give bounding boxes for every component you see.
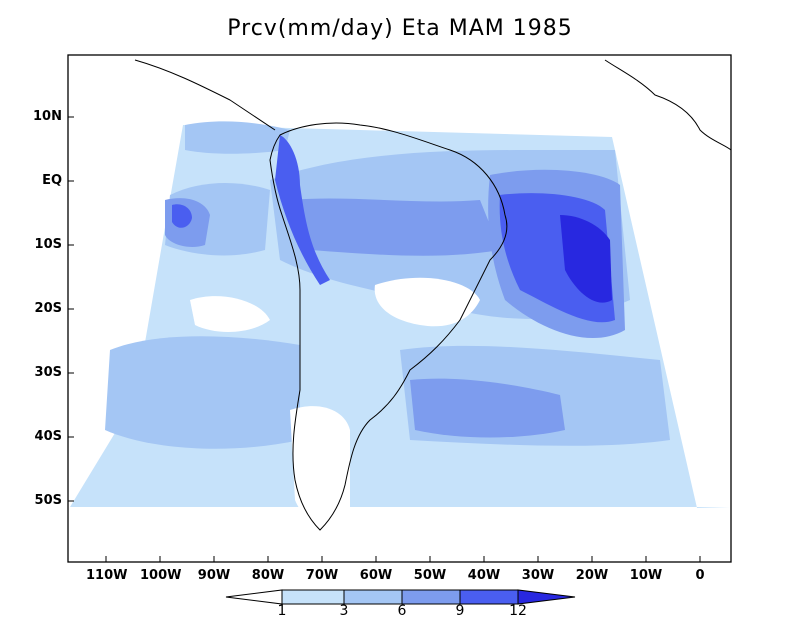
lon-label-10w: 10W xyxy=(629,568,663,583)
colorbar-upper-triangle xyxy=(517,589,576,605)
lat-label-10s: 10S xyxy=(34,237,62,252)
lat-label-20s: 20S xyxy=(34,301,62,316)
dry-region-brazil xyxy=(374,277,480,327)
lon-label-80w: 80W xyxy=(251,568,285,583)
lon-label-100w: 100W xyxy=(140,568,182,583)
precip-pacific-core xyxy=(172,204,192,228)
lon-label-40w: 40W xyxy=(467,568,501,583)
precip-band-north-pacific xyxy=(185,121,290,154)
colorbar-segment-1-3 xyxy=(281,589,345,605)
colorbar-label-12: 12 xyxy=(509,603,527,619)
lon-label-0: 0 xyxy=(695,568,705,583)
lat-label-10n: 10N xyxy=(33,109,62,124)
colorbar-segment-3-6 xyxy=(343,589,403,605)
dry-region-patagonia xyxy=(290,406,350,525)
colorbar-label-6: 6 xyxy=(397,603,407,619)
dry-region-pacific xyxy=(190,296,270,332)
lon-label-110w: 110W xyxy=(86,568,128,583)
coastline-central-america xyxy=(134,59,276,131)
colorbar-segment-9-12 xyxy=(459,589,519,605)
lon-label-20w: 20W xyxy=(575,568,609,583)
lon-label-90w: 90W xyxy=(197,568,231,583)
precip-strong-amazon xyxy=(290,198,500,256)
colorbar-label-9: 9 xyxy=(455,603,465,619)
colorbar xyxy=(225,589,576,605)
precip-band-ocean-south xyxy=(105,336,300,449)
map-title: Prcv(mm/day) Eta MAM 1985 xyxy=(227,16,573,41)
colorbar-lower-triangle xyxy=(225,589,283,605)
coastline-south-america xyxy=(269,122,508,531)
lon-label-60w: 60W xyxy=(359,568,393,583)
precip-andes-ridge xyxy=(275,135,330,285)
lat-label-50s: 50S xyxy=(34,493,62,508)
lon-label-70w: 70W xyxy=(305,568,339,583)
lon-label-50w: 50W xyxy=(413,568,447,583)
precip-extreme-core xyxy=(560,215,612,303)
colorbar-label-1: 1 xyxy=(277,603,287,619)
colorbar-segment-6-9 xyxy=(401,589,461,605)
lat-label-40s: 40S xyxy=(34,429,62,444)
colorbar-label-3: 3 xyxy=(339,603,349,619)
lat-label-eq: EQ xyxy=(42,173,62,188)
lat-ticks xyxy=(68,116,74,502)
lon-ticks xyxy=(105,556,701,562)
precip-strong-south-atlantic xyxy=(410,378,565,438)
lon-label-30w: 30W xyxy=(521,568,555,583)
lat-label-30s: 30S xyxy=(34,365,62,380)
coastline-africa xyxy=(604,59,732,151)
